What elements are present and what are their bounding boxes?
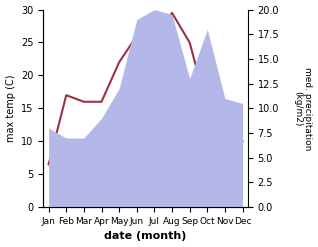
Y-axis label: max temp (C): max temp (C)	[5, 75, 16, 142]
Y-axis label: med. precipitation
(kg/m2): med. precipitation (kg/m2)	[293, 67, 313, 150]
X-axis label: date (month): date (month)	[104, 231, 187, 242]
